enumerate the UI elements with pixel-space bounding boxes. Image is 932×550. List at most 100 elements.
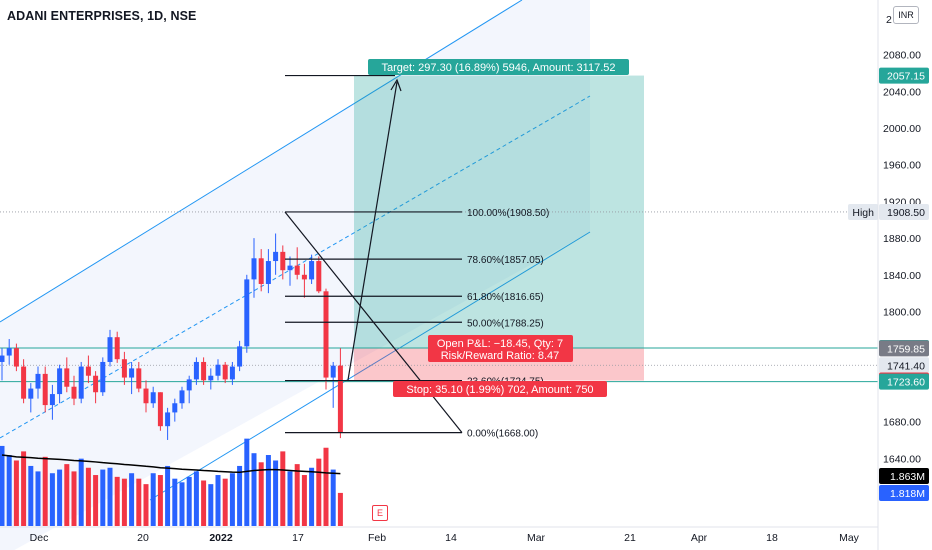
volume-bar [129,473,135,526]
currency-button[interactable]: INR [893,6,919,24]
price-tag-prefix: High [852,207,874,219]
candle-body [71,386,77,399]
candle-body [35,373,41,389]
price-tick-label: 1680.00 [883,417,921,429]
volume-bar [337,492,343,526]
candle-body [273,251,279,262]
candle-body [294,265,300,275]
stop-label: Stop: 35.10 (1.99%) 702, Amount: 750 [393,381,607,397]
volume-bar [179,482,185,526]
candle-body [330,365,336,378]
candle-body [150,392,156,404]
fib-level-label: 78.60%(1857.05) [467,255,544,266]
price-tag: 1723.60 [879,373,929,390]
price-tag-text: 2057.15 [887,71,925,83]
candle-body [28,388,34,399]
candle-body [186,379,192,391]
price-tag-text: 1723.60 [887,377,925,389]
price-tag-text: 1.863M [890,471,925,483]
volume-bar [294,464,300,526]
candle-body [121,359,127,378]
candle-body [21,366,27,399]
volume-bar [64,464,70,526]
candle-body [193,361,199,380]
candle-body [201,361,207,381]
candle-body [64,368,70,387]
price-tick-partial: 2 [886,14,892,26]
candle-body [287,265,293,271]
earnings-marker[interactable]: E [372,505,388,521]
volume-bar [28,465,34,526]
volume-bar [215,475,221,526]
volume-bar [71,471,77,526]
candles [0,233,343,440]
fib-level-label: 0.00%(1668.00) [467,429,538,440]
price-tag: 1.818M [879,485,929,501]
fib-level-label: 61.80%(1816.65) [467,292,544,303]
volume-bar [316,458,322,526]
pnl-text: Open P&L: −18.45, Qty: 7 [437,338,563,350]
candle-body [309,261,315,280]
volume-bar [273,460,279,526]
volume-bar [121,478,127,526]
candle-body [172,403,178,413]
time-tick-label: Mar [527,532,546,544]
volume-bar [49,473,55,526]
candle-body [107,337,113,362]
stop-label-bg [393,381,607,397]
volume-bar [114,476,120,526]
projection-arrow-head [390,78,402,92]
rr-text: Risk/Reward Ratio: 8.47 [441,350,560,362]
candle-body [165,412,171,427]
price-tick-label: 1840.00 [883,270,921,282]
volume-bar [13,460,19,526]
volume-bar [229,473,235,526]
price-tick-label: 1880.00 [883,233,921,245]
target-label-text: Target: 297.30 (16.89%) 5946, Amount: 31… [381,62,615,74]
time-tick-label: 14 [445,532,457,544]
price-tag: 1.863M [879,468,929,484]
price-tick-label: 1960.00 [883,160,921,172]
candle-body [85,366,91,376]
candle-body [114,337,120,360]
candle-body [13,348,19,367]
candle-body [316,261,322,292]
volume-bar [165,465,171,526]
volume-bars [0,438,343,526]
volume-bar [287,471,293,526]
fib-level-label: 50.00%(1788.25) [467,318,544,329]
price-tag-text: 1908.50 [887,207,925,219]
time-tick-label: 20 [137,532,149,544]
target-label-bg [368,59,629,75]
candle-body [237,346,243,367]
volume-bar [251,453,257,526]
channel-upper-line [0,0,523,323]
candle-body [222,364,228,380]
target-label: Target: 297.30 (16.89%) 5946, Amount: 31… [368,59,629,75]
price-tag-bg [879,357,929,374]
price-tick-label: 1640.00 [883,453,921,465]
volume-bar [42,456,48,526]
price-tag-bg [879,203,929,220]
volume-bar [237,465,243,526]
price-tick-label: 2000.00 [883,123,921,135]
candle-body [301,274,307,280]
symbol-title: ADANI ENTERPRISES, 1D, NSE [7,9,197,23]
candle-body [143,388,149,404]
volume-bar [244,438,250,526]
price-tick-label: 1800.00 [883,307,921,319]
time-tick-label: Dec [30,532,49,544]
candle-body [215,364,221,376]
volume-bar [208,484,214,526]
volume-bar [6,455,12,526]
volume-bar [186,476,192,526]
volume-bar [93,475,99,526]
volume-bar [35,471,41,526]
volume-bar [150,473,156,526]
candle-body [129,368,135,378]
candle-body [258,258,264,284]
volume-bar [57,469,63,526]
